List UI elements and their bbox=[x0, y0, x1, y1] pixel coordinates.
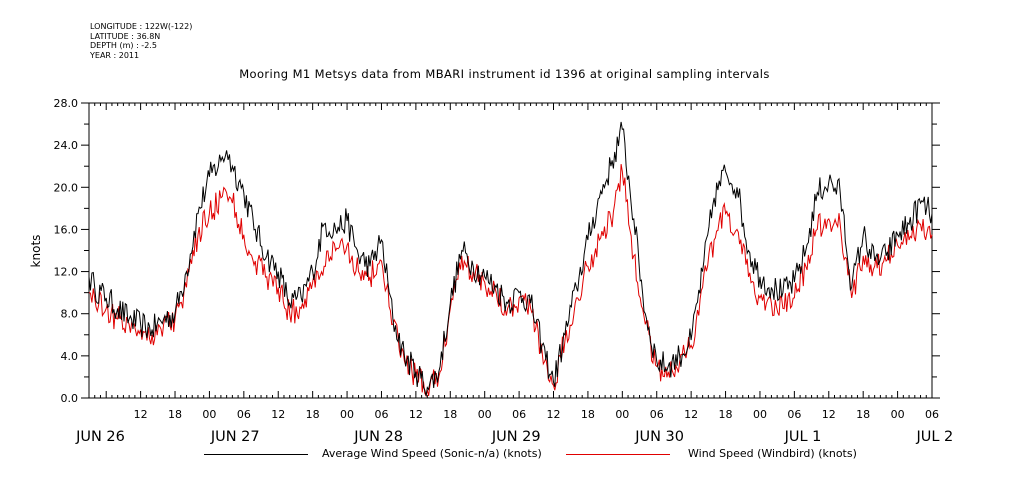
x-tick-label: 12 bbox=[822, 408, 836, 421]
x-tick-label: 06 bbox=[237, 408, 251, 421]
legend-line-average-wind bbox=[204, 454, 308, 455]
x-tick-label: 06 bbox=[512, 408, 526, 421]
x-tick-label: 06 bbox=[925, 408, 939, 421]
y-tick-label: 8.0 bbox=[61, 308, 79, 321]
x-day-label: JUN 26 bbox=[75, 429, 125, 445]
x-day-label: JUL 1 bbox=[784, 429, 822, 445]
x-day-label: JUL 2 bbox=[915, 429, 953, 445]
x-tick-label: 18 bbox=[581, 408, 595, 421]
x-tick-label: 00 bbox=[478, 408, 492, 421]
y-tick-label: 20.0 bbox=[54, 181, 79, 194]
x-day-label: JUN 29 bbox=[491, 429, 541, 445]
latitude-label: LATITUDE : 36.8N bbox=[90, 31, 161, 41]
y-tick-label: 4.0 bbox=[61, 350, 79, 363]
x-tick-label: 18 bbox=[719, 408, 733, 421]
x-tick-label: 00 bbox=[615, 408, 629, 421]
x-tick-label: 18 bbox=[306, 408, 320, 421]
x-tick-label: 18 bbox=[856, 408, 870, 421]
longitude-label: LONGITUDE : 122W(-122) bbox=[90, 22, 193, 31]
x-tick-label: 00 bbox=[753, 408, 767, 421]
x-tick-label: 00 bbox=[891, 408, 905, 421]
x-tick-label: 06 bbox=[787, 408, 801, 421]
x-day-label: JUN 30 bbox=[634, 429, 684, 445]
y-tick-label: 12.0 bbox=[54, 266, 79, 279]
legend-label-average-wind: Average Wind Speed (Sonic-n/a) (knots) bbox=[322, 447, 542, 460]
x-tick-label: 12 bbox=[409, 408, 423, 421]
y-tick-label: 16.0 bbox=[54, 223, 79, 236]
x-tick-label: 00 bbox=[202, 408, 216, 421]
x-tick-label: 06 bbox=[374, 408, 388, 421]
x-tick-label: 12 bbox=[684, 408, 698, 421]
x-day-label: JUN 27 bbox=[210, 429, 260, 445]
y-tick-label: 24.0 bbox=[54, 139, 79, 152]
x-tick-label: 18 bbox=[443, 408, 457, 421]
x-tick-label: 12 bbox=[271, 408, 285, 421]
x-tick-label: 12 bbox=[134, 408, 148, 421]
y-tick-label: 0.0 bbox=[61, 392, 79, 405]
y-axis-label: knots bbox=[29, 235, 43, 268]
series-line-average-wind bbox=[88, 121, 933, 397]
chart-title: Mooring M1 Metsys data from MBARI instru… bbox=[239, 67, 770, 81]
legend-label-windbird: Wind Speed (Windbird) (knots) bbox=[688, 447, 857, 460]
x-day-label: JUN 28 bbox=[353, 429, 403, 445]
legend-line-windbird bbox=[566, 454, 670, 455]
legend: Average Wind Speed (Sonic-n/a) (knots) W… bbox=[0, 446, 1009, 464]
x-tick-label: 06 bbox=[650, 408, 664, 421]
x-tick-label: 12 bbox=[547, 408, 561, 421]
year-label: YEAR : 2011 bbox=[90, 50, 140, 60]
station-metadata: LONGITUDE : 122W(-122) LATITUDE : 36.8N … bbox=[90, 22, 192, 60]
y-tick-label: 28.0 bbox=[54, 97, 79, 110]
depth-label: DEPTH (m) : -2.5 bbox=[90, 41, 157, 50]
series-line-windbird bbox=[88, 164, 933, 398]
x-tick-label: 18 bbox=[168, 408, 182, 421]
x-tick-label: 00 bbox=[340, 408, 354, 421]
